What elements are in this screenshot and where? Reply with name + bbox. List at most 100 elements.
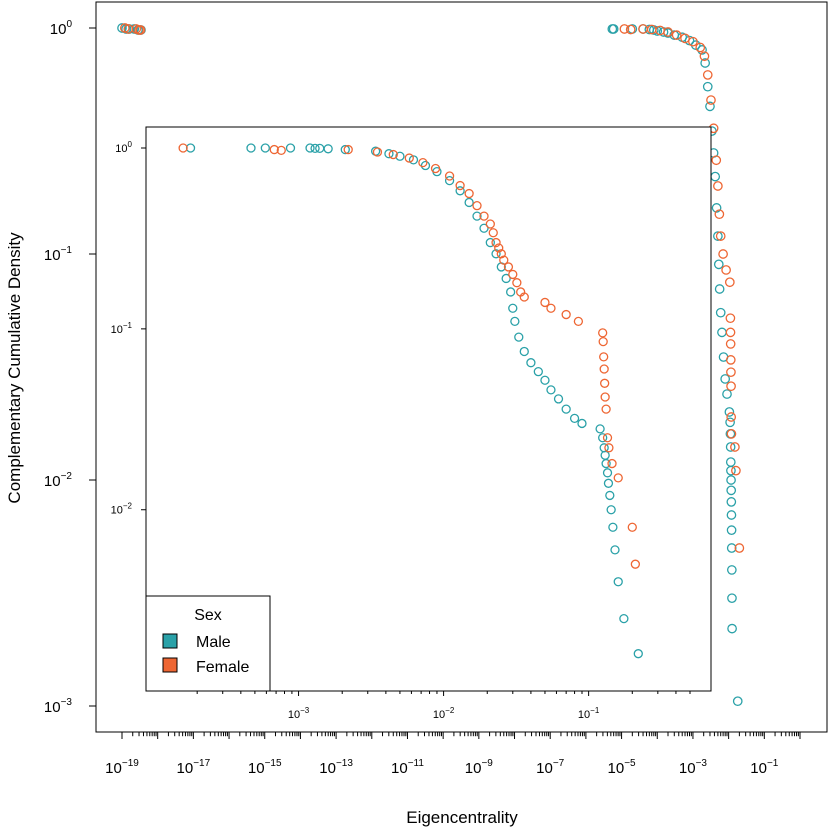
inset-point-male: [601, 458, 611, 469]
main-point-female: [702, 70, 713, 80]
legend-swatch-female: [162, 657, 178, 673]
main-point-male: [725, 457, 736, 467]
main-x-tick-label: 10−7: [536, 758, 565, 777]
main-point-male: [725, 417, 735, 428]
main-x-tick-label: 10−5: [608, 758, 637, 777]
inset-point-female: [599, 364, 609, 374]
main-point-male: [705, 101, 715, 112]
inset-point-female: [479, 211, 489, 221]
inset-point-male: [408, 155, 419, 165]
main-x-tick-label: 10−11: [391, 758, 424, 777]
inset-point-male: [323, 144, 333, 154]
main-point-female: [731, 465, 741, 476]
main-point-male: [117, 23, 127, 33]
inset-point-male: [384, 149, 394, 159]
inset-point-male: [602, 468, 613, 478]
inset-point-male: [395, 151, 405, 161]
inset-point-female: [561, 309, 571, 320]
main-point-female: [721, 265, 731, 275]
main-x-tick-label: 10−9: [465, 758, 494, 777]
inset-point-male: [598, 433, 608, 443]
inset-point-female: [404, 153, 414, 163]
main-point-female: [718, 249, 728, 259]
legend-title: Sex: [194, 607, 222, 624]
inset-point-female: [600, 378, 610, 388]
inset-point-female: [600, 392, 610, 402]
inset-point-male: [633, 649, 643, 659]
main-y-tick-label: 100: [50, 19, 73, 38]
inset-point-female: [508, 269, 518, 280]
main-point-male: [726, 475, 736, 485]
main-point-female: [713, 181, 723, 191]
main-point-female: [663, 27, 673, 37]
main-point-male: [727, 623, 737, 634]
inset-point-male: [491, 249, 501, 259]
inset-point-male: [479, 223, 489, 233]
inset-point-female: [573, 316, 584, 327]
main-point-male: [702, 81, 713, 92]
main-point-female: [725, 339, 736, 349]
legend-swatch-male: [162, 633, 178, 649]
main-point-male: [726, 497, 737, 507]
inset-point-male: [569, 413, 580, 424]
main-point-male: [726, 565, 737, 575]
inset-point-male: [260, 143, 270, 153]
inset-point-female: [496, 249, 506, 259]
main-point-female: [135, 25, 146, 35]
main-point-male: [726, 543, 737, 553]
inset-point-female: [388, 149, 398, 160]
main-x-tick-label: 10−13: [319, 758, 353, 777]
inset-point-female: [546, 303, 556, 313]
inset-point-male: [526, 358, 536, 368]
main-point-male: [720, 374, 731, 384]
main-point-female: [726, 412, 737, 422]
main-point-male: [732, 696, 743, 707]
main-point-female: [619, 24, 630, 34]
inset-point-male: [606, 505, 616, 515]
inset-point-male: [610, 545, 620, 555]
inset-point-male: [608, 522, 618, 532]
main-point-female: [706, 95, 716, 105]
inset-y-tick-label: 10−1: [111, 321, 133, 336]
main-point-female: [714, 209, 725, 220]
main-point-male: [713, 259, 724, 270]
inset-point-male: [285, 143, 296, 153]
inset-point-male: [561, 404, 571, 414]
inset-point-male: [501, 273, 511, 284]
main-x-tick-label: 10−1: [750, 758, 779, 777]
main-point-female: [638, 24, 648, 34]
legend-label-female: Female: [196, 659, 249, 676]
main-point-female: [725, 355, 736, 365]
inset-y-tick-label: 10−2: [111, 502, 133, 517]
legend-label-male: Male: [196, 634, 231, 651]
inset-point-male: [420, 160, 431, 171]
inset-point-female: [602, 433, 613, 443]
inset-x-tick-label: 10−1: [578, 706, 600, 721]
inset-point-female: [604, 443, 614, 453]
main-point-male: [715, 307, 726, 318]
inset-point-female: [599, 352, 609, 362]
main-point-male: [697, 45, 707, 55]
inset-point-female: [472, 201, 482, 211]
inset-point-female: [540, 297, 550, 308]
inset-point-female: [494, 243, 504, 253]
inset-point-male: [603, 478, 614, 488]
inset-point-female: [178, 143, 188, 153]
main-plot-frame: [95, 1, 828, 733]
main-point-male: [713, 231, 723, 241]
inset-point-male: [455, 186, 465, 196]
inset-point-male: [246, 143, 256, 153]
main-point-male: [717, 327, 727, 338]
inset-point-male: [613, 577, 623, 587]
main-point-female: [726, 367, 736, 378]
main-point-female: [715, 231, 726, 241]
inset-point-male: [508, 303, 518, 313]
inset-point-male: [595, 424, 605, 434]
inset-point-female: [627, 522, 637, 532]
main-point-male: [725, 442, 736, 452]
main-point-female: [725, 313, 736, 324]
inset-x-tick-label: 10−2: [433, 706, 455, 721]
main-point-female: [625, 24, 636, 35]
inset-point-male: [519, 346, 529, 357]
inset-point-male: [605, 490, 615, 501]
